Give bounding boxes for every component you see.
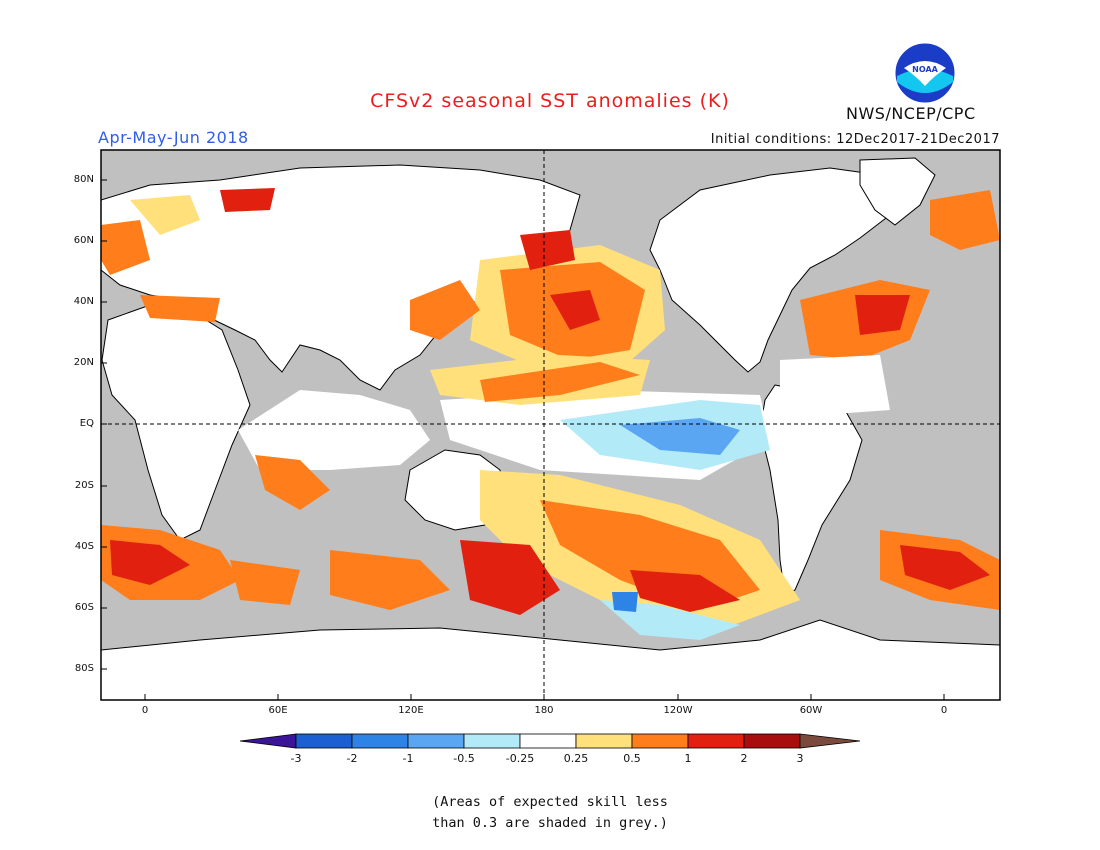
colorbar-box (687, 733, 745, 749)
colorbar-box (463, 733, 521, 749)
colorbar-box (351, 733, 409, 749)
agency-label: NWS/NCEP/CPC (846, 104, 976, 123)
lon-label: 180 (534, 705, 554, 716)
colorbar-box (575, 733, 633, 749)
colorbar-tick-label: 1 (684, 752, 692, 765)
continents (101, 157, 1000, 700)
lat-label: 40S (74, 541, 94, 552)
lat-label: 20S (74, 480, 94, 491)
lon-label: 0 (940, 705, 948, 716)
lon-label: 60W (799, 705, 823, 716)
lon-label: 0 (141, 705, 149, 716)
colorbar-box (407, 733, 465, 749)
colorbar-arrow-low (239, 733, 297, 749)
lat-label: EQ (79, 418, 94, 429)
colorbar-tick-label: -3 (290, 752, 302, 765)
colorbar-tick-label: -0.5 (453, 752, 475, 765)
colorbar-arrow-high (799, 733, 861, 749)
logo-text: NOAA (912, 65, 938, 74)
axis-ticks (101, 179, 945, 700)
colorbar-tick-label: 2 (740, 752, 748, 765)
greenland (859, 157, 936, 226)
colorbar-tick-label: -0.25 (505, 752, 535, 765)
colorbar (239, 733, 861, 749)
lat-label: 60N (73, 235, 94, 246)
antarctica (101, 619, 1000, 700)
colorbar-tick-label: 0.25 (563, 752, 589, 765)
lon-label: 120E (398, 705, 424, 716)
lat-label: 80N (73, 174, 94, 185)
colorbar-box (743, 733, 801, 749)
anomaly-patches (101, 188, 1000, 640)
initial-conditions: Initial conditions: 12Dec2017-21Dec2017 (710, 132, 1000, 147)
lat-label: 60S (74, 602, 94, 613)
skill-note: (Areas of expected skill less than 0.3 a… (0, 792, 1100, 834)
lon-label: 60E (268, 705, 288, 716)
skill-note-line2: than 0.3 are shaded in grey.) (432, 815, 668, 831)
colorbar-tick-label: 0.5 (623, 752, 641, 765)
noaa-logo: NOAA (894, 42, 956, 104)
lat-label: 40N (73, 296, 94, 307)
colorbar-box (519, 733, 577, 749)
colorbar-box (631, 733, 689, 749)
season-label: Apr-May-Jun 2018 (98, 128, 249, 147)
colorbar-tick-label: -2 (346, 752, 358, 765)
chart-title: CFSv2 seasonal SST anomalies (K) (370, 90, 730, 112)
skill-note-line1: (Areas of expected skill less (432, 794, 668, 810)
colorbar-tick-label: -1 (402, 752, 414, 765)
lat-label: 80S (74, 663, 94, 674)
colorbar-tick-label: 3 (796, 752, 804, 765)
map-frame (100, 149, 1001, 701)
lat-label: 20N (73, 357, 94, 368)
colorbar-box (295, 733, 353, 749)
lon-label: 120W (663, 705, 693, 716)
